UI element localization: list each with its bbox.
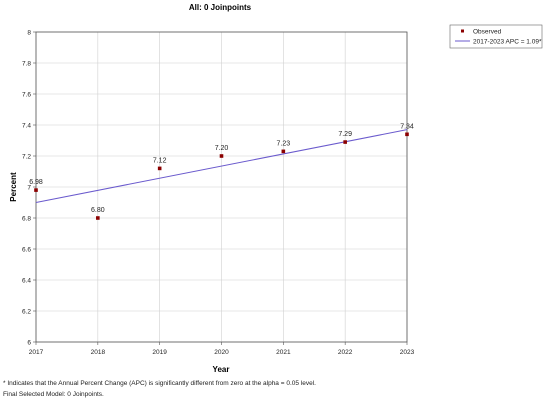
y-tick-label: 7 [27, 184, 31, 191]
observed-point [405, 132, 409, 137]
x-tick-label: 2020 [214, 349, 229, 356]
data-label: 7.23 [277, 140, 291, 147]
observed-point [96, 216, 100, 220]
x-tick-label: 2019 [152, 349, 167, 356]
data-label: 7.34 [400, 123, 414, 130]
observed-point [157, 166, 162, 171]
chart-title: All: 0 Joinpoints [189, 3, 252, 12]
data-label: 6.98 [29, 179, 43, 186]
data-label: 7.29 [338, 131, 352, 138]
y-tick-label: 7.4 [22, 122, 31, 129]
legend-observed-label: Observed [473, 29, 502, 36]
observed-point [34, 188, 38, 192]
y-tick-label: 6.8 [22, 215, 31, 222]
data-labels: 6.98 6.80 7.12 7.20 7.23 7.29 7.34 [29, 123, 414, 214]
x-tick-label: 2022 [338, 349, 353, 356]
observed-point [281, 149, 286, 154]
y-axis-label: Percent [9, 172, 18, 202]
data-label: 7.20 [215, 145, 229, 152]
legend: Observed 2017-2023 APC = 1.09* [449, 24, 543, 49]
y-axis-ticks: 6 6.2 6.4 6.6 6.8 7 7.2 7.4 7.6 7.8 8 [22, 29, 36, 346]
data-label: 6.80 [91, 207, 105, 214]
x-axis-ticks: 2017 2018 2019 2020 2021 2022 2023 [29, 342, 415, 356]
y-tick-label: 8 [27, 29, 31, 36]
y-tick-label: 7.2 [22, 153, 31, 160]
grid-lines [35, 31, 408, 343]
legend-observed-marker [461, 29, 464, 33]
y-tick-label: 6.6 [22, 246, 31, 253]
data-label: 7.12 [153, 157, 167, 164]
y-tick-label: 7.8 [22, 60, 31, 67]
x-tick-label: 2018 [91, 349, 106, 356]
observed-point [343, 140, 347, 144]
x-axis-label: Year [213, 365, 230, 374]
y-tick-label: 6 [27, 339, 31, 346]
x-tick-label: 2023 [400, 349, 415, 356]
legend-box [449, 24, 543, 49]
footnote-model: Final Selected Model: 0 Joinpoints. [3, 391, 104, 398]
x-tick-label: 2021 [276, 349, 291, 356]
observed-point [219, 154, 224, 158]
y-tick-label: 6.2 [22, 308, 31, 315]
y-tick-label: 6.4 [22, 277, 31, 284]
observed-points [34, 132, 409, 220]
y-tick-label: 7.6 [22, 91, 31, 98]
legend-apc-label: 2017-2023 APC = 1.09* [473, 39, 542, 46]
footnote-apc: * Indicates that the Annual Percent Chan… [3, 380, 316, 387]
x-tick-label: 2017 [29, 349, 44, 356]
